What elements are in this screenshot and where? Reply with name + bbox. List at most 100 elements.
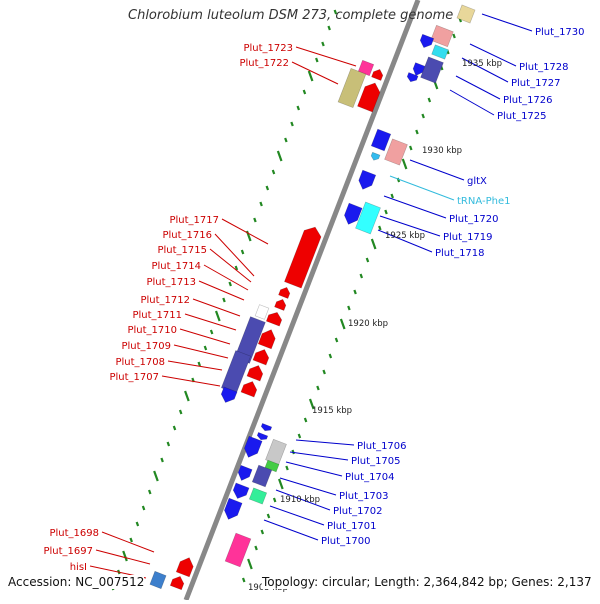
right-gene-label-leader [389,175,455,201]
right-gene-label-leader [379,215,441,237]
gene-block [248,487,268,505]
right-gene-label: Plut_1704 [345,472,395,483]
tick-mark [401,158,408,170]
gene-arrow [256,432,269,441]
left-gene-label: Plut_1711 [132,310,182,321]
arrow-feature [252,349,270,366]
arrow-feature [220,386,238,403]
scale-label: 1915 kbp [312,406,352,416]
arrow-feature [406,72,419,83]
left-gene-label: Plut_1708 [115,357,165,368]
left-gene-label: Plut_1709 [121,341,171,352]
tick-track [110,9,463,591]
left-gene-label-leader [95,549,151,565]
tick-mark [452,33,456,39]
tick-mark [409,145,413,151]
right-gene-label: tRNA-Phe1 [457,196,510,207]
gene-arrow [344,202,363,225]
arrow-feature [246,365,264,382]
gene-arrow [357,82,381,113]
map-title: Chlorobium luteolum DSM 273, complete ge… [128,8,454,23]
gene-arrow [278,286,291,299]
left-gene-label-leader [198,280,245,301]
arrow-feature [256,432,269,441]
tick-mark [214,310,221,322]
tick-mark [359,273,364,279]
tick-mark [339,318,346,330]
left-gene-label-leader [295,46,357,67]
tick-mark [302,89,307,95]
tick-mark [260,529,265,535]
left-gene-label: Plut_1710 [127,325,177,336]
gene-arrow [244,435,263,458]
gene-arrow [175,557,194,578]
tick-mark [278,478,284,490]
right-gene-label: Plut_1726 [503,95,553,106]
tick-mark [297,433,302,439]
right-gene-label: Plut_1702 [333,506,383,517]
left-gene-label-leader [209,248,252,283]
left-gene-label-leader [173,344,229,359]
left-gene-label: Plut_1713 [146,277,196,288]
right-gene-label: Plut_1727 [511,78,561,89]
right-gene-label-leader [409,159,465,181]
tick-mark [347,305,351,311]
tick-mark [240,249,245,255]
tick-mark [308,398,315,410]
box-feature [355,201,381,235]
tick-mark [222,297,226,303]
gene-block [224,532,252,568]
tick-mark [259,201,263,207]
left-gene-label: Plut_1722 [239,58,289,69]
arrow-feature [260,423,273,432]
left-gene-label: Plut_1712 [140,295,190,306]
right-gene-label-leader [455,75,501,100]
right-gene-label: Plut_1705 [351,456,401,467]
tick-mark [316,385,320,391]
right-gene-label: gltX [467,176,487,187]
scale-label: 1930 kbp [422,146,462,156]
box-feature [384,138,408,166]
tick-mark [328,353,333,359]
gene-arrow [246,365,264,382]
gene-arrow [265,312,283,327]
tick-mark [370,238,377,250]
tick-mark [296,105,300,111]
left-gene-label: Plut_1714 [151,261,201,272]
tick-mark [353,289,357,295]
arrow-feature [357,82,381,113]
tick-mark [160,457,164,463]
gene-block [430,24,454,48]
tick-mark [172,425,177,431]
right-gene-label: Plut_1719 [443,232,493,243]
left-gene-label-leader [221,218,269,245]
left-gene-label: Plut_1707 [109,372,159,383]
gene-arrow [169,576,185,591]
gene-block [420,56,444,84]
right-gene-label: Plut_1701 [327,521,377,532]
tick-mark [241,577,246,583]
tick-mark [303,417,308,423]
arrow-feature [419,33,435,48]
genome-backbone [183,0,421,601]
gene-arrow [370,151,381,161]
right-gene-label-leader [377,229,433,253]
left-gene-label: hisI [70,562,87,573]
arrow-feature [344,202,363,225]
gene-arrow [419,33,435,48]
accession-text: Accession: NC_007512 [8,575,145,589]
box-feature [370,128,392,152]
tick-mark [254,545,258,551]
tick-mark [307,70,314,82]
gene-block [456,4,476,24]
tick-mark [153,470,159,482]
tick-mark [271,169,276,175]
arrow-feature [370,151,381,161]
tick-mark [228,281,232,287]
arrow-feature [265,312,283,327]
tick-mark [253,217,257,223]
box-feature [149,570,167,590]
tick-mark [122,550,128,562]
right-gene-label-leader [275,489,331,511]
